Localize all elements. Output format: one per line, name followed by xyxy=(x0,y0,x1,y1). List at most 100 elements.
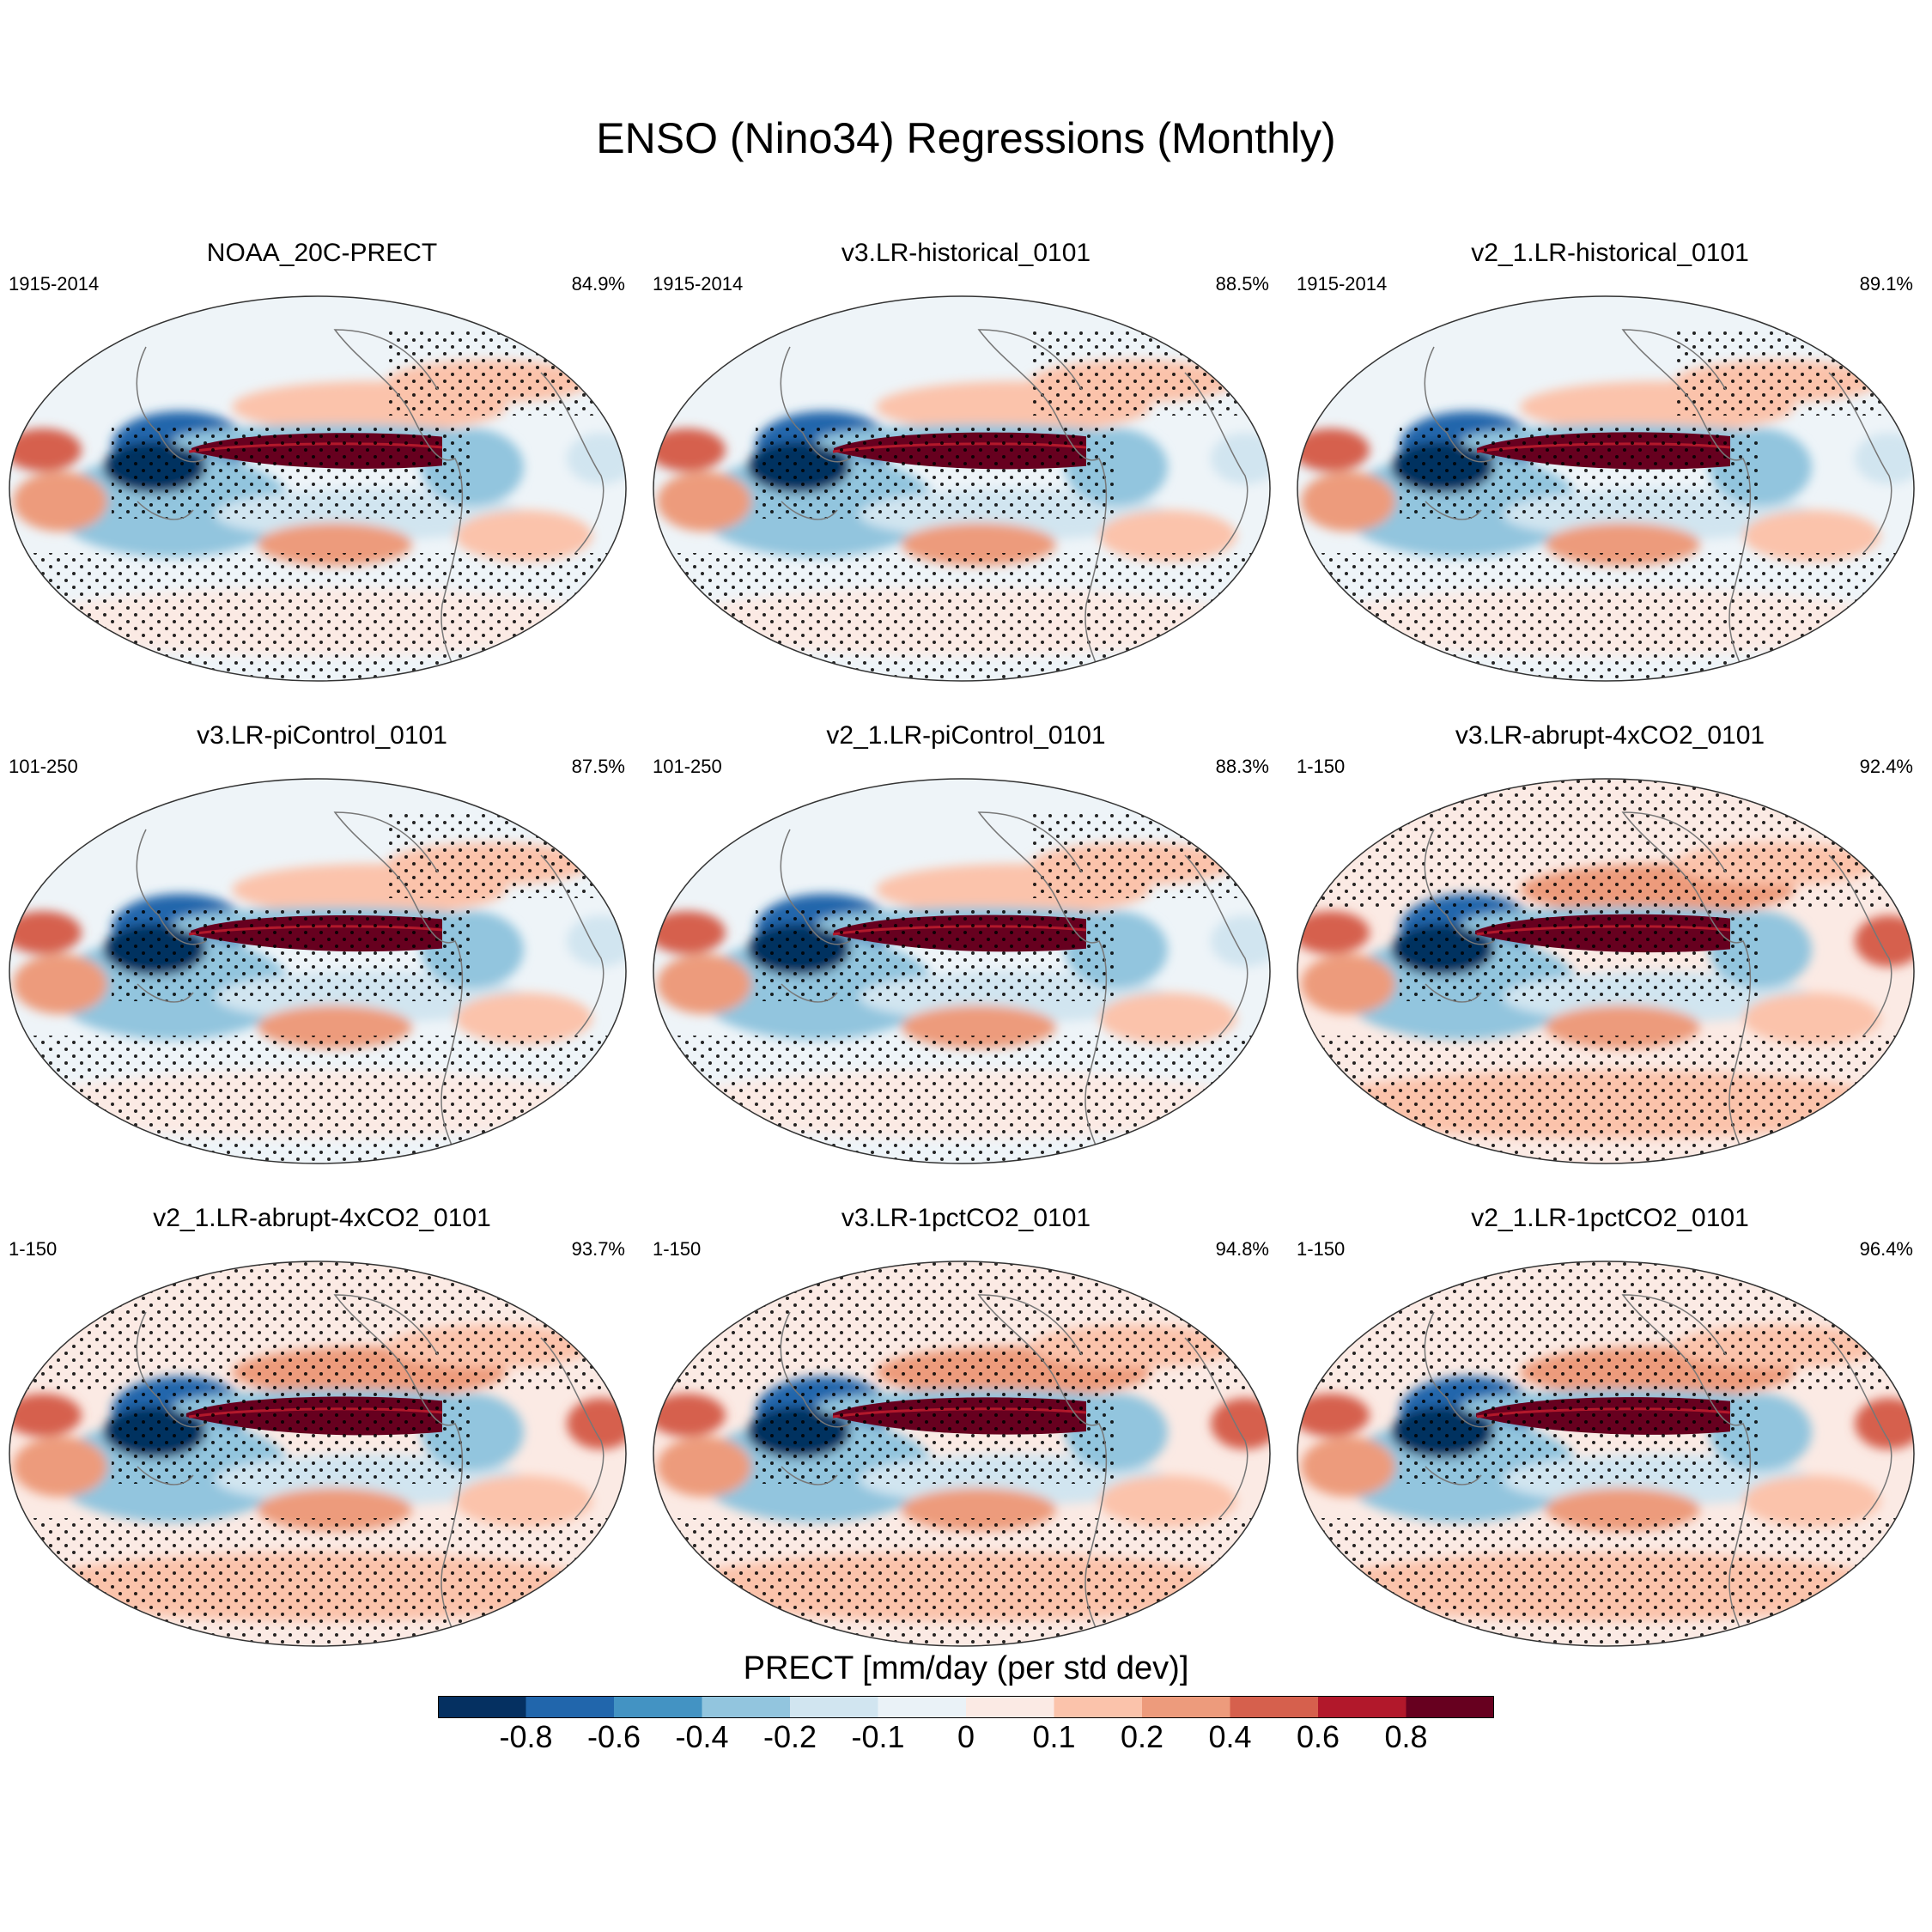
significance-stipple-tropics xyxy=(1400,1389,1760,1484)
colorbar xyxy=(438,1696,1494,1718)
panel-title: v2_1.LR-abrupt-4xCO2_0101 xyxy=(153,1204,491,1232)
panel-percent: 94.8% xyxy=(1215,1238,1269,1260)
colorbar-swatch xyxy=(1318,1696,1406,1718)
colorbar-tick-label: -0.1 xyxy=(851,1719,905,1754)
map-panel: NOAA_20C-PRECT 1915-2014 84.9% xyxy=(0,239,644,720)
significance-stipple-tropics xyxy=(756,1389,1116,1484)
colorbar-tick-label: -0.6 xyxy=(586,1719,641,1754)
significance-stipple-north xyxy=(386,812,610,898)
southern-africa-wet xyxy=(657,471,751,532)
southern-africa-wet xyxy=(13,1437,107,1497)
southern-africa-wet xyxy=(1301,471,1395,532)
panel-period: 1-150 xyxy=(1297,756,1346,777)
map-outline xyxy=(653,295,1271,682)
significance-stipple-tropics xyxy=(1400,907,1760,1001)
panel-title: v3.LR-piControl_0101 xyxy=(197,721,447,750)
regression-map xyxy=(1297,295,1915,682)
panel-percent: 84.9% xyxy=(571,273,625,295)
americas-coast xyxy=(333,329,464,674)
significance-stipple-tropics xyxy=(112,1389,472,1484)
panel-percent: 96.4% xyxy=(1859,1238,1913,1260)
regression-map xyxy=(653,1261,1271,1647)
coastlines xyxy=(136,1294,605,1639)
africa-coast xyxy=(540,1337,605,1519)
coastlines xyxy=(780,811,1249,1157)
map-outline xyxy=(1297,295,1915,682)
regression-map xyxy=(9,295,627,682)
coastlines xyxy=(780,329,1249,674)
panel-period: 1-150 xyxy=(9,1238,58,1260)
indian-ocean-wet xyxy=(9,911,82,954)
map-panel: v2_1.LR-piControl_0101 101-250 88.3% xyxy=(644,721,1288,1202)
significance-stipple-south xyxy=(9,1518,626,1646)
map-panel: v3.LR-historical_0101 1915-2014 88.5% xyxy=(644,239,1288,720)
indian-ocean-wet xyxy=(1297,1394,1370,1437)
map-outline xyxy=(1297,778,1915,1164)
panel-title: v2_1.LR-1pctCO2_0101 xyxy=(1471,1204,1749,1232)
panel-title: v3.LR-abrupt-4xCO2_0101 xyxy=(1455,721,1765,750)
significance-stipple-north xyxy=(1030,812,1254,898)
colorbar-swatch xyxy=(790,1696,878,1718)
panel-period: 101-250 xyxy=(9,756,78,777)
south-atlantic-wet xyxy=(1099,993,1236,1044)
south-atlantic-wet xyxy=(455,1475,592,1527)
panel-period: 1915-2014 xyxy=(9,273,100,295)
africa-coast xyxy=(1184,854,1249,1036)
south-atlantic-wet xyxy=(455,510,592,562)
regression-map xyxy=(653,295,1271,682)
regression-map xyxy=(1297,1261,1915,1647)
significance-stipple-tropics xyxy=(112,424,472,519)
colorbar-tick-label: 0.2 xyxy=(1120,1719,1164,1754)
south-atlantic-wet xyxy=(1099,510,1236,562)
significance-stipple-south xyxy=(1297,1518,1914,1646)
map-outline xyxy=(9,295,627,682)
map-panel: v2_1.LR-1pctCO2_0101 1-150 96.4% xyxy=(1288,1204,1932,1685)
southern-africa-wet xyxy=(1301,1437,1395,1497)
map-outline xyxy=(653,778,1271,1164)
africa-coast xyxy=(1184,372,1249,554)
panel-percent: 92.4% xyxy=(1859,756,1913,777)
coastlines xyxy=(1424,329,1893,674)
asia-australia-coast xyxy=(136,346,207,520)
colorbar-tick-label: 0.1 xyxy=(1032,1719,1076,1754)
panel-period: 1-150 xyxy=(653,1238,702,1260)
asia-australia-coast xyxy=(136,1311,207,1485)
colorbar-swatch xyxy=(966,1696,1054,1718)
panel-title: NOAA_20C-PRECT xyxy=(206,239,438,267)
southern-africa-wet xyxy=(657,954,751,1014)
significance-stipple-north xyxy=(386,330,610,416)
panel-percent: 88.5% xyxy=(1215,273,1269,295)
regression-map xyxy=(1297,778,1915,1164)
significance-stipple-tropics xyxy=(112,907,472,1001)
colorbar-swatch xyxy=(1230,1696,1319,1718)
africa-coast xyxy=(1828,854,1893,1036)
panel-title: v3.LR-historical_0101 xyxy=(841,239,1091,267)
americas-coast xyxy=(1621,811,1752,1157)
map-outline xyxy=(9,1261,627,1647)
colorbar-swatch xyxy=(526,1696,615,1718)
indian-ocean-wet xyxy=(653,428,726,471)
panel-period: 1915-2014 xyxy=(1297,273,1388,295)
significance-stipple-tropics xyxy=(1400,424,1760,519)
americas-coast xyxy=(333,1294,464,1639)
africa-coast xyxy=(540,854,605,1036)
map-panel: v3.LR-abrupt-4xCO2_0101 1-150 92.4% xyxy=(1288,721,1932,1202)
significance-stipple-north xyxy=(1030,330,1254,416)
asia-australia-coast xyxy=(1424,1311,1495,1485)
colorbar-tick-label: 0.4 xyxy=(1208,1719,1252,1754)
south-atlantic-wet xyxy=(1743,1475,1880,1527)
significance-stipple-south xyxy=(653,553,1270,681)
regression-map xyxy=(9,1261,627,1647)
asia-australia-coast xyxy=(1424,346,1495,520)
colorbar-swatch xyxy=(1142,1696,1230,1718)
indian-ocean-wet xyxy=(9,1394,82,1437)
panel-percent: 88.3% xyxy=(1215,756,1269,777)
map-outline xyxy=(653,1261,1271,1647)
colorbar-swatch xyxy=(614,1696,702,1718)
colorbar-tick-label: 0 xyxy=(957,1719,975,1754)
asia-australia-coast xyxy=(780,1311,851,1485)
map-panel: v3.LR-piControl_0101 101-250 87.5% xyxy=(0,721,644,1202)
colorbar-tick-label: 0.6 xyxy=(1296,1719,1340,1754)
south-atlantic-wet xyxy=(1743,993,1880,1044)
colorbar-swatch xyxy=(1406,1696,1494,1718)
